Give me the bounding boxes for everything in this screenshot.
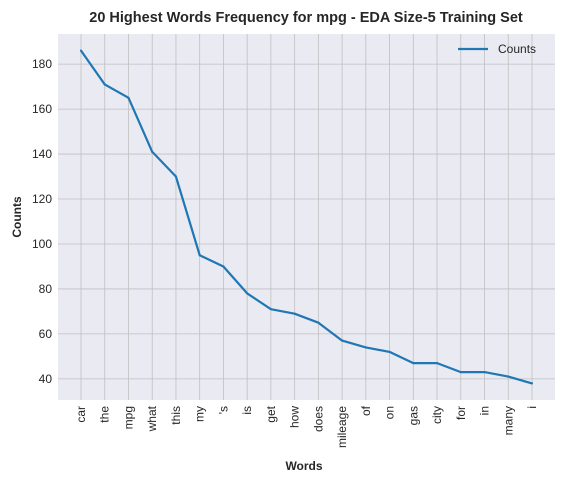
x-tick-label: in: [478, 406, 492, 415]
legend-label-counts: Counts: [498, 42, 536, 56]
series-line-counts: [80, 49, 533, 385]
x-tick-label: city: [430, 406, 444, 424]
x-tick-label: on: [383, 406, 397, 419]
y-tick-label: 160: [32, 102, 52, 116]
x-tick-label: mpg: [121, 406, 135, 429]
x-tick-label: the: [98, 406, 112, 423]
y-tick-label: 100: [32, 237, 52, 251]
y-tick-label: 140: [32, 147, 52, 161]
series-points: [79, 49, 534, 385]
x-tick-label: of: [359, 405, 373, 416]
x-tick-label: is: [240, 406, 254, 415]
x-tick-label: this: [169, 406, 183, 425]
x-tick-label: mileage: [335, 406, 349, 448]
x-axis-ticks: car the mpg what this my 's is get how does mileage…: [74, 405, 539, 448]
data-point-this: [174, 175, 178, 178]
data-point-mpg: [127, 96, 130, 99]
data-point-on: [388, 350, 391, 353]
x-tick-label: how: [288, 406, 302, 428]
x-tick-label: gas: [406, 406, 420, 425]
grid: [58, 34, 555, 400]
x-tick-label: car: [74, 406, 88, 423]
x-axis-title: Words: [285, 459, 322, 473]
chart-title: 20 Highest Words Frequency for mpg - EDA…: [89, 10, 523, 26]
x-tick-label: does: [311, 406, 325, 432]
data-point-gas: [412, 362, 415, 365]
x-tick-label: many: [501, 406, 515, 435]
y-tick-label: 180: [32, 57, 52, 71]
legend: Counts: [458, 42, 536, 56]
data-point-how: [293, 312, 296, 315]
x-tick-label: 's: [216, 406, 230, 414]
data-point-i: [530, 382, 534, 385]
data-point-in: [483, 371, 486, 374]
data-point-of: [364, 346, 367, 349]
y-axis-ticks: 40 60 80 100 120 140 160 180: [32, 57, 52, 386]
x-tick-label: get: [264, 405, 278, 422]
data-point-s: [222, 265, 225, 268]
x-tick-label: my: [193, 406, 207, 422]
y-tick-label: 40: [39, 372, 53, 386]
plot-area: [58, 34, 555, 400]
y-tick-label: 120: [32, 192, 52, 206]
data-point-my: [198, 254, 201, 257]
data-point-for: [459, 371, 462, 374]
x-tick-label: for: [454, 406, 468, 420]
data-point-get: [269, 308, 272, 311]
data-point-does: [317, 321, 320, 324]
x-tick-label: what: [145, 405, 159, 432]
data-point-the: [103, 83, 106, 86]
data-point-mileage: [341, 339, 344, 342]
data-point-many: [507, 375, 510, 378]
data-point-car: [79, 49, 83, 52]
x-tick-label: i: [525, 406, 539, 409]
y-tick-label: 80: [39, 282, 53, 296]
data-point-city: [435, 362, 439, 365]
data-point-is: [246, 292, 249, 295]
data-point-what: [151, 150, 154, 153]
y-axis-title: Counts: [10, 196, 24, 238]
y-tick-label: 60: [39, 327, 53, 341]
